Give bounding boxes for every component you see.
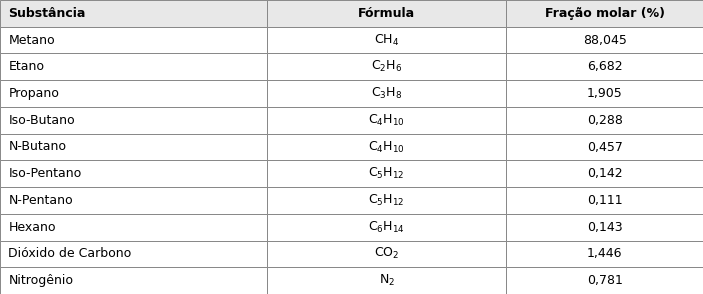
Bar (0, 80, 267, 107)
Bar (506, 107, 703, 134)
Text: C$_5$H$_{12}$: C$_5$H$_{12}$ (368, 166, 405, 181)
Text: C$_4$H$_{10}$: C$_4$H$_{10}$ (368, 139, 405, 155)
Text: C$_6$H$_{14}$: C$_6$H$_{14}$ (368, 220, 405, 235)
Bar (0, 54, 267, 80)
Text: Hexano: Hexano (8, 221, 56, 234)
Bar (0, 214, 267, 240)
Bar (506, 27, 703, 54)
Text: 6,682: 6,682 (587, 60, 622, 73)
Text: C$_2$H$_6$: C$_2$H$_6$ (371, 59, 402, 74)
Bar (506, 0, 703, 27)
Text: 0,143: 0,143 (587, 221, 622, 234)
Bar (267, 160, 506, 187)
Text: 0,781: 0,781 (586, 274, 623, 287)
Text: 0,457: 0,457 (586, 141, 623, 153)
Text: 0,288: 0,288 (586, 114, 623, 127)
Bar (0, 0, 267, 27)
Text: Substância: Substância (8, 7, 86, 20)
Bar (267, 267, 506, 294)
Bar (506, 134, 703, 160)
Text: Fórmula: Fórmula (358, 7, 415, 20)
Bar (267, 107, 506, 134)
Text: CO$_2$: CO$_2$ (374, 246, 399, 261)
Bar (267, 214, 506, 240)
Bar (267, 80, 506, 107)
Bar (0, 187, 267, 214)
Bar (506, 187, 703, 214)
Text: 1,905: 1,905 (587, 87, 622, 100)
Text: 0,142: 0,142 (587, 167, 622, 180)
Text: N-Pentano: N-Pentano (8, 194, 73, 207)
Bar (267, 0, 506, 27)
Text: Nitrogênio: Nitrogênio (8, 274, 73, 287)
Bar (267, 27, 506, 54)
Text: Fração molar (%): Fração molar (%) (545, 7, 664, 20)
Text: 0,111: 0,111 (587, 194, 622, 207)
Bar (506, 214, 703, 240)
Bar (267, 134, 506, 160)
Bar (506, 267, 703, 294)
Bar (267, 54, 506, 80)
Text: Iso-Butano: Iso-Butano (8, 114, 75, 127)
Text: 88,045: 88,045 (583, 34, 626, 46)
Bar (0, 134, 267, 160)
Text: Propano: Propano (8, 87, 59, 100)
Text: Etano: Etano (8, 60, 44, 73)
Text: Dióxido de Carbono: Dióxido de Carbono (8, 248, 131, 260)
Text: C$_4$H$_{10}$: C$_4$H$_{10}$ (368, 113, 405, 128)
Text: Metano: Metano (8, 34, 55, 46)
Text: C$_5$H$_{12}$: C$_5$H$_{12}$ (368, 193, 405, 208)
Bar (267, 240, 506, 267)
Bar (0, 240, 267, 267)
Text: N$_2$: N$_2$ (379, 273, 394, 288)
Bar (506, 240, 703, 267)
Text: 1,446: 1,446 (587, 248, 622, 260)
Text: N-Butano: N-Butano (8, 141, 67, 153)
Bar (0, 267, 267, 294)
Text: C$_3$H$_8$: C$_3$H$_8$ (371, 86, 402, 101)
Bar (267, 187, 506, 214)
Bar (0, 107, 267, 134)
Text: CH$_4$: CH$_4$ (374, 33, 399, 48)
Bar (506, 160, 703, 187)
Text: Iso-Pentano: Iso-Pentano (8, 167, 82, 180)
Bar (506, 80, 703, 107)
Bar (0, 160, 267, 187)
Bar (506, 54, 703, 80)
Bar (0, 27, 267, 54)
